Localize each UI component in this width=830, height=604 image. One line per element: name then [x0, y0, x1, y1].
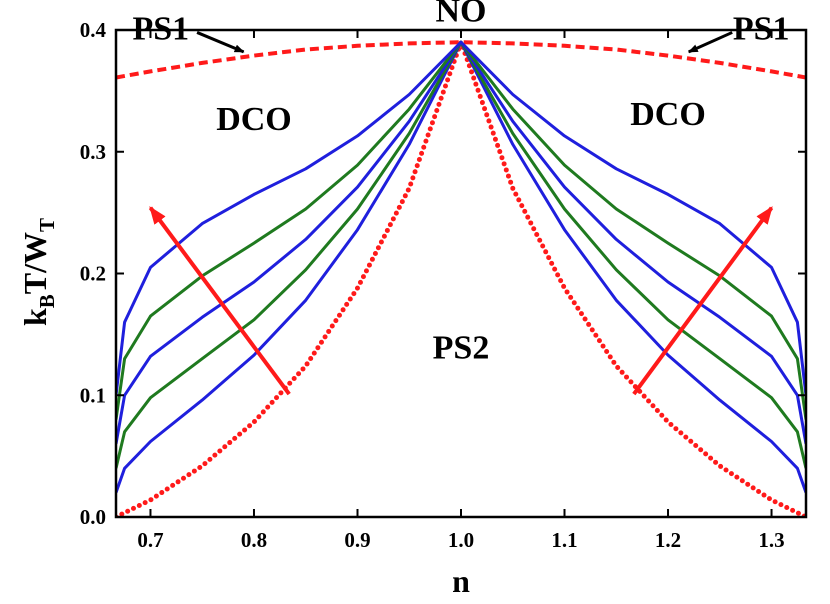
- region-label-dco: DCO: [630, 96, 706, 133]
- y-axis-title-tw: T/W: [17, 232, 53, 294]
- y-axis-title-sub-t: T: [35, 218, 59, 232]
- pointer-arrow-2: [687, 31, 733, 54]
- x-tick-label: 0.9: [344, 528, 370, 552]
- region-label-no: NO: [436, 0, 487, 29]
- x-tick-label: 1.2: [655, 528, 681, 552]
- y-tick-label: 0.2: [80, 262, 106, 286]
- x-axis-title: n: [452, 563, 470, 599]
- y-tick-label: 0.0: [80, 505, 106, 529]
- trend-arrow-3: [148, 206, 291, 396]
- annotation-layer: [148, 31, 774, 396]
- region-label-ps1: PS1: [733, 11, 790, 48]
- y-axis-title-k: k: [17, 308, 53, 326]
- y-axis-title: kBT/WT: [17, 218, 59, 326]
- y-axis-title-sub-b: B: [35, 294, 59, 308]
- series-7-blue-solid-line: [116, 40, 806, 396]
- x-tick-label: 1.0: [448, 528, 474, 552]
- x-tick-label: 1.3: [758, 528, 784, 552]
- trend-arrow-4: [632, 206, 774, 396]
- series-layer: [116, 39, 806, 517]
- region-label-ps1: PS1: [132, 11, 189, 48]
- region-labels: NO PS1 PS1 DCO DCO PS2: [132, 0, 789, 367]
- axis-ticks: 0.7 0.8 0.9 1.0 1.1 1.2 1.3 0.0 0.1 0.2 0.3 0.4: [80, 18, 806, 552]
- region-label-dco: DCO: [216, 101, 292, 138]
- pointer-arrow-1: [196, 31, 245, 54]
- region-label-ps2: PS2: [433, 330, 490, 367]
- y-tick-label: 0.3: [80, 140, 106, 164]
- x-tick-label: 1.1: [551, 528, 577, 552]
- x-tick-label: 0.7: [137, 528, 163, 552]
- y-tick-label: 0.1: [80, 383, 106, 407]
- series-1-red-dashed-line: [116, 40, 806, 80]
- x-tick-label: 0.8: [241, 528, 267, 552]
- y-tick-label: 0.4: [80, 18, 107, 42]
